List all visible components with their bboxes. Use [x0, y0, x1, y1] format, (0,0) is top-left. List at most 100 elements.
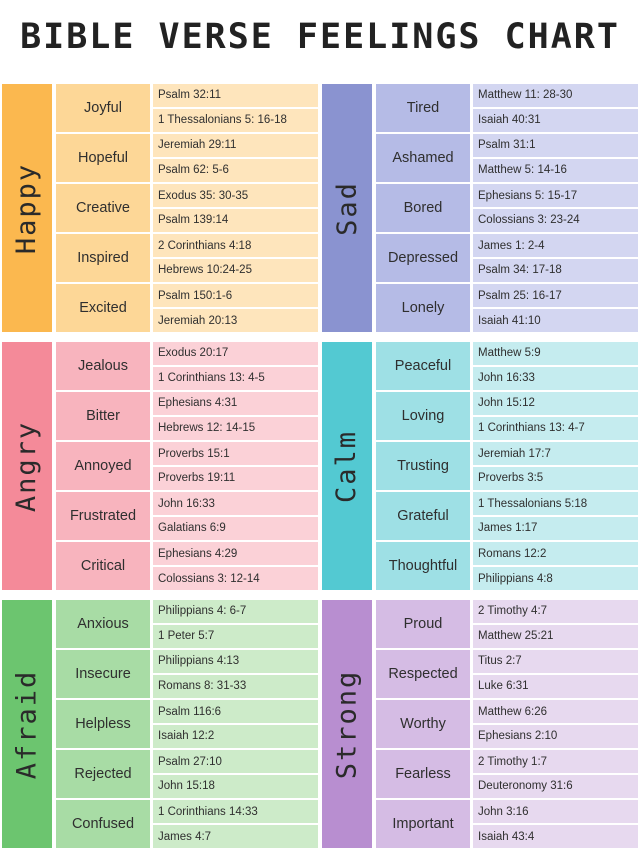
feeling-row: Excited Psalm 150:1-6 Jeremiah 20:13 — [56, 284, 318, 332]
verse-reference: Psalm 27:10 — [153, 750, 318, 774]
verse-reference: Psalm 62: 5-6 — [153, 158, 318, 182]
verse-reference: Isaiah 12:2 — [153, 724, 318, 748]
verse-reference: Deuteronomy 31:6 — [473, 775, 638, 798]
feeling-row: Thoughtful Romans 12:2 Philippians 4:8 — [376, 542, 638, 590]
feeling-row: Joyful Psalm 32:11 1 Thessalonians 5: 16-1… — [56, 84, 318, 132]
verse-reference: Exodus 35: 30-35 — [153, 184, 318, 207]
verse-reference: John 16:33 — [473, 366, 638, 390]
verse-reference: Matthew 11: 28-30 — [473, 84, 638, 107]
verse-reference: Isaiah 41:10 — [473, 309, 638, 332]
feeling-row: Confused 1 Corinthians 14:33 James 4:7 — [56, 800, 318, 848]
verse-reference: Psalm 31:1 — [473, 134, 638, 157]
feelings-list: Anxious Philippians 4: 6-7 1 Peter 5:7 Inse… — [56, 600, 318, 848]
verse-reference: 2 Corinthians 4:18 — [153, 234, 318, 258]
verse-reference: Hebrews 10:24-25 — [153, 259, 318, 282]
feeling-label: Grateful — [376, 492, 470, 540]
chart-title: BIBLE VERSE FEELINGS CHART — [20, 17, 620, 57]
verse-reference: Matthew 25:21 — [473, 624, 638, 648]
feeling-row: Important John 3:16 Isaiah 43:4 — [376, 800, 638, 848]
feelings-list: Proud 2 Timothy 4:7 Matthew 25:21 Respected… — [376, 600, 638, 848]
section-strong: Strong Proud 2 Timothy 4:7 Matthew 25:21 Res… — [322, 600, 638, 848]
verse-reference: Psalm 150:1-6 — [153, 284, 318, 308]
feeling-row: Anxious Philippians 4: 6-7 1 Peter 5:7 — [56, 600, 318, 648]
verse-reference: Psalm 34: 17-18 — [473, 259, 638, 282]
section-happy: Happy Joyful Psalm 32:11 1 Thessalonians 5:… — [2, 84, 318, 332]
feeling-row: Creative Exodus 35: 30-35 Psalm 139:14 — [56, 184, 318, 232]
feeling-label: Joyful — [56, 84, 150, 132]
feeling-row: Hopeful Jeremiah 29:11 Psalm 62: 5-6 — [56, 134, 318, 182]
verse-reference: Ephesians 5: 15-17 — [473, 184, 638, 207]
feeling-label: Confused — [56, 800, 150, 848]
feeling-label: Lonely — [376, 284, 470, 332]
section-afraid: Afraid Anxious Philippians 4: 6-7 1 Peter 5… — [2, 600, 318, 848]
category-label-happy: Happy — [2, 84, 52, 332]
feeling-label: Worthy — [376, 700, 470, 748]
verse-reference: Ephesians 2:10 — [473, 724, 638, 748]
verse-reference: Jeremiah 17:7 — [473, 442, 638, 465]
feeling-label: Creative — [56, 184, 150, 232]
feeling-label: Depressed — [376, 234, 470, 282]
verse-reference: 1 Peter 5:7 — [153, 624, 318, 648]
verse-reference: Colossians 3: 12-14 — [153, 567, 318, 590]
verse-reference: Proverbs 3:5 — [473, 466, 638, 490]
feeling-row: Respected Titus 2:7 Luke 6:31 — [376, 650, 638, 698]
feeling-label: Bitter — [56, 392, 150, 440]
feeling-label: Thoughtful — [376, 542, 470, 590]
feeling-row: Ashamed Psalm 31:1 Matthew 5: 14-16 — [376, 134, 638, 182]
category-label-angry: Angry — [2, 342, 52, 590]
feeling-label: Frustrated — [56, 492, 150, 540]
feeling-row: Tired Matthew 11: 28-30 Isaiah 40:31 — [376, 84, 638, 132]
verse-reference: Galatians 6:9 — [153, 517, 318, 540]
feeling-row: Inspired 2 Corinthians 4:18 Hebrews 10:24-… — [56, 234, 318, 282]
feeling-label: Peaceful — [376, 342, 470, 390]
feeling-row: Worthy Matthew 6:26 Ephesians 2:10 — [376, 700, 638, 748]
feeling-row: Bored Ephesians 5: 15-17 Colossians 3: 23-… — [376, 184, 638, 232]
category-text: Happy — [11, 162, 43, 254]
verse-reference: Colossians 3: 23-24 — [473, 208, 638, 232]
feeling-row: Grateful 1 Thessalonians 5:18 James 1:17 — [376, 492, 638, 540]
verse-reference: Matthew 6:26 — [473, 700, 638, 723]
feeling-label: Annoyed — [56, 442, 150, 490]
verse-reference: Matthew 5: 14-16 — [473, 158, 638, 182]
verse-reference: Philippians 4:13 — [153, 650, 318, 673]
feelings-list: Peaceful Matthew 5:9 John 16:33 Loving John … — [376, 342, 638, 590]
verse-reference: Luke 6:31 — [473, 674, 638, 698]
feeling-row: Proud 2 Timothy 4:7 Matthew 25:21 — [376, 600, 638, 648]
verse-reference: John 15:12 — [473, 392, 638, 415]
verse-reference: Titus 2:7 — [473, 650, 638, 673]
verse-reference: 1 Corinthians 13: 4-7 — [473, 416, 638, 440]
feelings-list: Joyful Psalm 32:11 1 Thessalonians 5: 16-1… — [56, 84, 318, 332]
feeling-row: Peaceful Matthew 5:9 John 16:33 — [376, 342, 638, 390]
category-label-sad: Sad — [322, 84, 372, 332]
feeling-label: Bored — [376, 184, 470, 232]
category-text: Sad — [331, 180, 363, 236]
verse-reference: James 1: 2-4 — [473, 234, 638, 258]
verse-reference: James 1:17 — [473, 517, 638, 540]
verse-reference: 1 Corinthians 14:33 — [153, 800, 318, 824]
verse-reference: James 4:7 — [153, 825, 318, 848]
verse-reference: Proverbs 19:11 — [153, 466, 318, 490]
verse-reference: Psalm 32:11 — [153, 84, 318, 107]
feeling-label: Important — [376, 800, 470, 848]
feeling-label: Tired — [376, 84, 470, 132]
feeling-row: Lonely Psalm 25: 16-17 Isaiah 41:10 — [376, 284, 638, 332]
verse-reference: Psalm 139:14 — [153, 208, 318, 232]
verse-reference: John 15:18 — [153, 775, 318, 798]
feelings-list: Jealous Exodus 20:17 1 Corinthians 13: 4-5… — [56, 342, 318, 590]
feeling-label: Rejected — [56, 750, 150, 798]
verse-reference: Hebrews 12: 14-15 — [153, 416, 318, 440]
category-text: Afraid — [11, 669, 43, 779]
feeling-row: Rejected Psalm 27:10 John 15:18 — [56, 750, 318, 798]
feeling-label: Inspired — [56, 234, 150, 282]
verse-reference: Matthew 5:9 — [473, 342, 638, 365]
verse-reference: Ephesians 4:31 — [153, 392, 318, 415]
verse-reference: John 3:16 — [473, 800, 638, 824]
feelings-list: Tired Matthew 11: 28-30 Isaiah 40:31 Ashame… — [376, 84, 638, 332]
verse-reference: Psalm 116:6 — [153, 700, 318, 723]
feeling-label: Insecure — [56, 650, 150, 698]
verse-reference: 1 Corinthians 13: 4-5 — [153, 366, 318, 390]
feeling-row: Jealous Exodus 20:17 1 Corinthians 13: 4-5 — [56, 342, 318, 390]
category-text: Calm — [331, 429, 363, 503]
verse-reference: Proverbs 15:1 — [153, 442, 318, 465]
section-angry: Angry Jealous Exodus 20:17 1 Corinthians 13… — [2, 342, 318, 590]
